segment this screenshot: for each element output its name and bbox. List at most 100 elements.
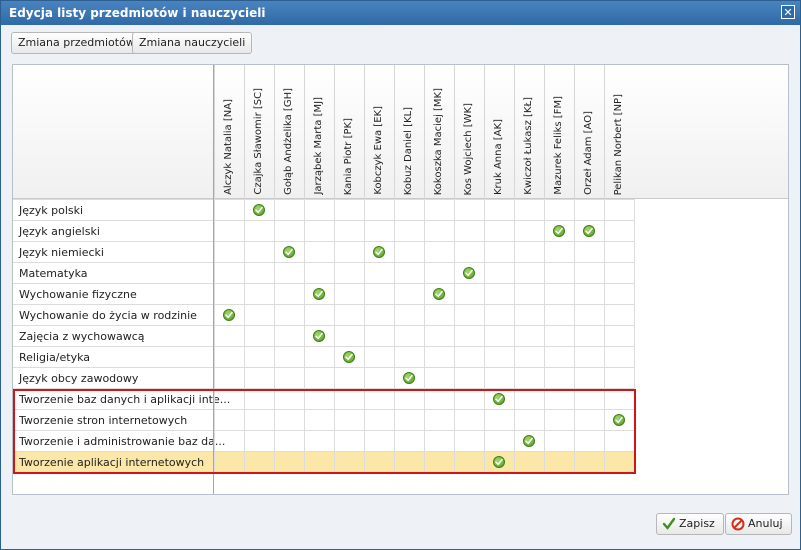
assigned-check-icon[interactable]: [373, 246, 385, 258]
subject-name: Matematyka: [19, 267, 88, 280]
teacher-name: Pelikan Norbert [NP]: [613, 93, 624, 195]
teacher-column-header[interactable]: Kos Wojciech [WK]: [454, 65, 484, 199]
close-icon[interactable]: ✕: [781, 5, 795, 19]
teacher-column-header[interactable]: Kwiczoł Łukasz [KŁ]: [514, 65, 544, 199]
teacher-name: Czajka Sławomir [SC]: [253, 88, 264, 195]
teacher-name: Alczyk Natalia [NA]: [223, 99, 234, 195]
subject-name: Język angielski: [19, 225, 100, 238]
column-gridline: [604, 199, 605, 472]
column-gridline: [544, 199, 545, 472]
subject-name: Wychowanie do życia w rodzinie: [19, 309, 197, 322]
subject-row[interactable]: Matematyka: [13, 262, 634, 283]
teacher-column-header[interactable]: Kobczyk Ewa [EK]: [364, 65, 394, 199]
teacher-name: Kania Piotr [PK]: [343, 117, 354, 195]
assigned-check-icon[interactable]: [553, 225, 565, 237]
column-gridline: [394, 199, 395, 472]
column-gridline: [574, 199, 575, 472]
teacher-column-header[interactable]: Kokoszka Maciej [MK]: [424, 65, 454, 199]
dialog-title: Edycja listy przedmiotów i nauczycieli: [9, 6, 266, 20]
subject-row[interactable]: Zajęcia z wychowawcą: [13, 325, 634, 346]
cancel-button[interactable]: Anuluj: [725, 513, 792, 535]
teacher-column-header[interactable]: Kania Piotr [PK]: [334, 65, 364, 199]
teacher-name: Gołąb Andżelika [GH]: [283, 88, 294, 195]
grid-header: [13, 65, 788, 199]
subject-row[interactable]: Tworzenie stron internetowych: [13, 409, 634, 430]
teacher-name: Jarząbek Marta [MJ]: [313, 97, 324, 195]
assigned-check-icon[interactable]: [223, 309, 235, 321]
subject-name: Tworzenie i administrowanie baz da...: [19, 435, 226, 448]
assigned-check-icon[interactable]: [403, 372, 415, 384]
column-gridline: [214, 199, 215, 472]
subject-row[interactable]: Tworzenie baz danych i aplikacji inte...: [13, 388, 634, 409]
assigned-check-icon[interactable]: [493, 393, 505, 405]
save-label: Zapisz: [679, 517, 715, 530]
assigned-check-icon[interactable]: [523, 435, 535, 447]
teacher-column-header[interactable]: Orzeł Adam [AO]: [574, 65, 604, 199]
column-gridline: [514, 199, 515, 472]
subject-name: Wychowanie fizyczne: [19, 288, 137, 301]
teacher-name: Kos Wojciech [WK]: [463, 102, 474, 195]
subject-column-divider: [213, 65, 214, 494]
subject-row[interactable]: Religia/etyka: [13, 346, 634, 367]
assignment-grid: Alczyk Natalia [NA] Czajka Sławomir [SC] G…: [12, 64, 789, 495]
check-icon: [662, 517, 676, 530]
subject-name: Religia/etyka: [19, 351, 91, 364]
teacher-column-header[interactable]: Kobuz Daniel [KL]: [394, 65, 424, 199]
subject-row[interactable]: Tworzenie aplikacji internetowych: [13, 451, 634, 472]
subject-row[interactable]: Tworzenie i administrowanie baz da...: [13, 430, 634, 451]
teacher-name: Mazurek Feliks [FM]: [553, 96, 564, 195]
subject-row[interactable]: Język polski: [13, 199, 634, 220]
teacher-column-header[interactable]: Jarząbek Marta [MJ]: [304, 65, 334, 199]
subject-row[interactable]: Język obcy zawodowy: [13, 367, 634, 388]
teacher-column-header[interactable]: Czajka Sławomir [SC]: [244, 65, 274, 199]
dialog-titlebar[interactable]: Edycja listy przedmiotów i nauczycieli ✕: [1, 1, 800, 25]
teacher-name: Kwiczoł Łukasz [KŁ]: [523, 97, 534, 195]
assigned-check-icon[interactable]: [253, 204, 265, 216]
change-teachers-button[interactable]: Zmiana nauczycieli: [132, 32, 253, 54]
assigned-check-icon[interactable]: [313, 288, 325, 300]
teacher-column-header[interactable]: Mazurek Feliks [FM]: [544, 65, 574, 199]
cancel-icon: [731, 517, 745, 531]
assigned-check-icon[interactable]: [493, 456, 505, 468]
assigned-check-icon[interactable]: [283, 246, 295, 258]
column-gridline: [244, 199, 245, 472]
column-gridline: [424, 199, 425, 472]
subject-name: Tworzenie aplikacji internetowych: [19, 456, 205, 469]
teacher-name: Kokoszka Maciej [MK]: [433, 87, 444, 195]
save-button[interactable]: Zapisz: [656, 513, 724, 535]
teacher-column-header[interactable]: Gołąb Andżelika [GH]: [274, 65, 304, 199]
assigned-check-icon[interactable]: [433, 288, 445, 300]
subject-name: Tworzenie baz danych i aplikacji inte...: [19, 393, 231, 406]
subject-name: Język polski: [19, 204, 84, 217]
assigned-check-icon[interactable]: [343, 351, 355, 363]
header-divider: [13, 198, 788, 199]
subject-name: Zajęcia z wychowawcą: [19, 330, 145, 343]
teacher-name: Orzeł Adam [AO]: [583, 111, 594, 195]
column-gridline: [364, 199, 365, 472]
assigned-check-icon[interactable]: [613, 414, 625, 426]
subject-name: Język niemiecki: [19, 246, 104, 259]
teacher-column-header[interactable]: Kruk Anna [AK]: [484, 65, 514, 199]
subject-row[interactable]: Wychowanie do życia w rodzinie: [13, 304, 634, 325]
subject-row[interactable]: Język angielski: [13, 220, 634, 241]
column-gridline: [484, 199, 485, 472]
column-gridline: [454, 199, 455, 472]
column-gridline: [634, 199, 635, 472]
subject-name: Język obcy zawodowy: [19, 372, 139, 385]
assigned-check-icon[interactable]: [583, 225, 595, 237]
column-gridline: [304, 199, 305, 472]
cancel-label: Anuluj: [748, 517, 783, 530]
assigned-check-icon[interactable]: [313, 330, 325, 342]
row-gridline: [13, 472, 634, 473]
teacher-column-header[interactable]: Alczyk Natalia [NA]: [214, 65, 244, 199]
teacher-name: Kobczyk Ewa [EK]: [373, 106, 384, 195]
column-gridline: [274, 199, 275, 472]
subject-name: Tworzenie stron internetowych: [19, 414, 188, 427]
subject-row[interactable]: Język niemiecki: [13, 241, 634, 262]
assigned-check-icon[interactable]: [463, 267, 475, 279]
subject-row[interactable]: Wychowanie fizyczne: [13, 283, 634, 304]
teacher-column-header[interactable]: Pelikan Norbert [NP]: [604, 65, 634, 199]
change-subjects-button[interactable]: Zmiana przedmiotów: [11, 32, 142, 54]
column-gridline: [334, 199, 335, 472]
